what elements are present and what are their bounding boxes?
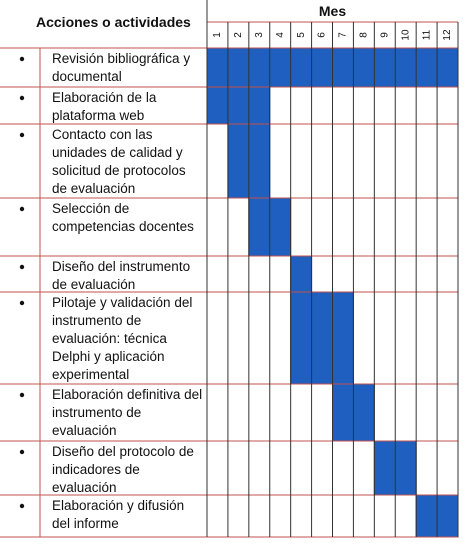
month-label: 3 [254,32,265,38]
task-label: Selección de competencias docentes [52,201,194,234]
task-bar [290,291,354,385]
x-title: Mes [318,3,347,19]
month-label: 7 [338,32,349,38]
month-label: 6 [317,32,328,38]
task-label: Elaboración y difusión del informe [52,498,185,531]
task-label: Contacto con las unidades de calidad y s… [52,127,186,196]
bullet [19,392,25,398]
task-bar [206,86,271,125]
bullet [19,56,25,62]
task-bar [290,255,313,293]
bullet [19,206,25,212]
bullet [19,264,25,270]
month-label: 1 [212,32,223,38]
month-label: 5 [296,32,307,38]
month-label: 8 [359,32,370,38]
month-label: 11 [421,29,432,40]
task-label: Pilotaje y validación del instrumento de… [52,295,193,382]
task-label: Elaboración de la plataforma web [52,90,157,123]
month-label: 9 [379,32,390,38]
month-label: 12 [442,29,453,41]
bullet [19,503,25,509]
task-label: Diseño del instrumento de evaluación [52,259,191,292]
task-label: Elaboración definitiva del instrumento d… [52,387,203,438]
task-label: Diseño del protocolo de indicadores de e… [52,444,194,495]
task-label: Revisión bibliográfica y documental [52,51,191,84]
bullet [19,449,25,455]
month-label: 2 [233,32,244,38]
bullet [19,95,25,101]
month-label: 10 [400,29,411,41]
month-label: 4 [275,32,286,38]
bullet [19,132,25,138]
bullet [19,300,25,306]
column-header: Acciones o actividades [36,14,191,30]
